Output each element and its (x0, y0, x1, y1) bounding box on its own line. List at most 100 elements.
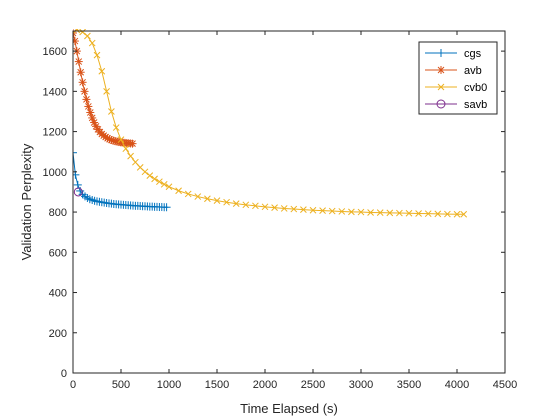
y-tick-label-8: 1600 (43, 46, 67, 58)
point-cvb0-27 (242, 201, 250, 209)
point-cgs-39 (162, 203, 171, 212)
legend-marker-cgs (437, 49, 445, 57)
point-cvb0-45 (415, 210, 422, 217)
axes-box (72, 30, 506, 374)
x-tick-label-1: 500 (112, 379, 130, 391)
point-cvb0-16 (151, 175, 158, 183)
point-cvb0-50 (460, 210, 468, 218)
y-tick-label-0: 0 (61, 368, 67, 380)
legend-label-avb: avb (464, 65, 482, 77)
point-cvb0-9 (117, 136, 125, 143)
point-cvb0-19 (165, 183, 173, 191)
x-tick-label-6: 3000 (349, 379, 373, 391)
point-avb-5 (78, 78, 87, 87)
y-tick-label-1: 200 (49, 328, 67, 340)
point-avb-8 (84, 102, 93, 111)
point-avb-7 (82, 95, 91, 104)
point-avb-4 (76, 68, 85, 77)
point-cvb0-17 (156, 178, 163, 186)
legend-label-cgs: cgs (464, 48, 482, 60)
y-tick-label-6: 1200 (43, 127, 67, 139)
point-cvb0-26 (232, 200, 240, 207)
point-cvb0-2 (84, 32, 91, 40)
point-cvb0-38 (348, 208, 355, 216)
point-cvb0-25 (223, 198, 230, 206)
x-tick-label-5: 2500 (301, 379, 325, 391)
x-tick-label-3: 1500 (205, 379, 229, 391)
legend-marker-cvb0 (437, 83, 445, 91)
point-avb-9 (86, 108, 95, 117)
point-avb-1 (73, 37, 79, 46)
point-cvb0-36 (328, 207, 336, 215)
axes: 0 500 1000 1500 2000 2500 3000 3500 4000 4500 0 200… (19, 30, 517, 416)
legend-label-cvb0: cvb0 (464, 82, 487, 94)
point-cvb0-10 (122, 145, 130, 153)
point-cvb0-33 (300, 206, 307, 213)
series-savb (73, 187, 83, 197)
point-cvb0-29 (261, 203, 269, 211)
point-cvb0-47 (434, 210, 442, 218)
y-tick-label-5: 1000 (43, 167, 67, 179)
point-cvb0-3 (88, 39, 96, 47)
x-axis-title: Time Elapsed (s) (240, 401, 338, 416)
series-cgs (73, 148, 171, 212)
point-cvb0-8 (112, 124, 120, 131)
x-tick-label-2: 1000 (157, 379, 181, 391)
point-cvb0-20 (175, 187, 182, 195)
legend-entry-avb: avb (425, 65, 482, 77)
point-cvb0-6 (103, 87, 110, 95)
point-cvb0-46 (424, 210, 432, 218)
point-cvb0-0 (73, 29, 81, 34)
point-cvb0-30 (271, 204, 278, 211)
legend-entry-cgs: cgs (425, 48, 482, 60)
y-tick-label-7: 1400 (43, 86, 67, 98)
point-cvb0-11 (127, 152, 134, 160)
y-axis-title: Validation Perplexity (19, 143, 34, 260)
point-cvb0-7 (108, 108, 115, 115)
point-cvb0-37 (338, 208, 346, 215)
y-tick-label-4: 800 (49, 207, 67, 219)
point-cvb0-49 (453, 210, 461, 218)
point-cvb0-32 (290, 205, 298, 213)
legend-entry-savb: savb (425, 99, 487, 111)
point-cvb0-40 (367, 209, 374, 216)
x-tick-label-7: 3500 (397, 379, 421, 391)
point-cvb0-44 (405, 209, 413, 217)
point-cvb0-35 (319, 207, 326, 215)
point-avb-6 (80, 87, 89, 96)
point-cvb0-4 (93, 51, 101, 59)
y-tick-label-2: 400 (49, 288, 67, 300)
series-group (73, 29, 468, 218)
legend-box (418, 41, 498, 115)
series-cvb0 (73, 29, 468, 218)
point-cvb0-42 (386, 209, 394, 217)
point-cvb0-21 (184, 190, 192, 198)
point-cvb0-23 (204, 195, 211, 203)
point-cvb0-14 (141, 168, 149, 176)
point-cgs-0 (73, 148, 77, 157)
point-cvb0-43 (396, 209, 403, 217)
point-cvb0-34 (309, 206, 317, 214)
legend-marker-savb (436, 99, 446, 109)
point-avb-3 (74, 57, 83, 66)
legend-entry-cvb0: cvb0 (425, 82, 487, 94)
point-cvb0-5 (98, 67, 106, 75)
y-tick-label-3: 600 (49, 247, 67, 259)
point-savb-0 (73, 187, 83, 197)
x-tick-label-4: 2000 (253, 379, 277, 391)
point-cvb0-31 (280, 205, 288, 212)
point-cvb0-41 (376, 209, 384, 217)
point-cvb0-12 (132, 158, 139, 166)
point-cvb0-22 (194, 193, 202, 200)
point-cvb0-24 (213, 197, 221, 204)
point-cvb0-18 (160, 180, 168, 188)
legend: cgs avb cvb0 savb (418, 41, 498, 115)
x-tick-label-8: 4000 (445, 379, 469, 391)
x-tick-label-9: 4500 (493, 379, 517, 391)
series-avb (73, 29, 137, 148)
point-cvb0-28 (252, 202, 259, 210)
x-tick-label-0: 0 (70, 379, 76, 391)
point-cvb0-15 (146, 172, 154, 179)
legend-label-savb: savb (464, 99, 487, 111)
